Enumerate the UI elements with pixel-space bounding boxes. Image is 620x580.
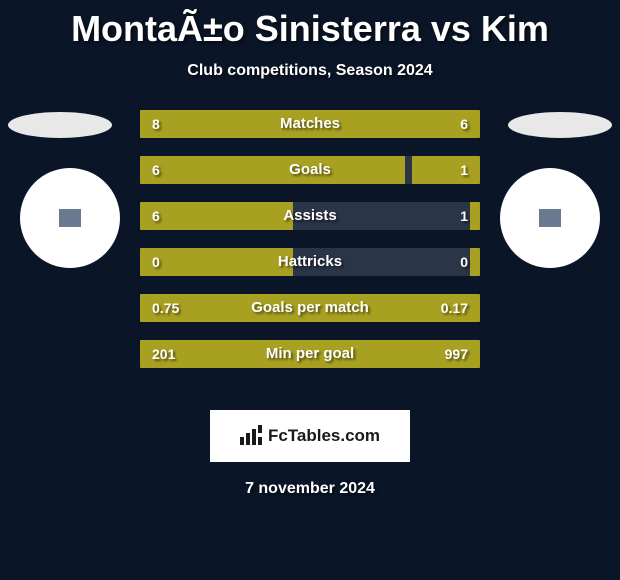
stat-value-right: 6: [460, 110, 468, 138]
stat-label: Assists: [140, 202, 480, 230]
bars-icon: [240, 427, 262, 445]
stat-row: 6Goals1: [140, 156, 480, 184]
jersey-icon: [539, 209, 561, 227]
page-title: MontaÃ±o Sinisterra vs Kim: [0, 0, 620, 50]
stat-row: 0.75Goals per match0.17: [140, 294, 480, 322]
stat-label: Hattricks: [140, 248, 480, 276]
stat-value-right: 0.17: [441, 294, 468, 322]
stat-row: 0Hattricks0: [140, 248, 480, 276]
stat-row: 6Assists1: [140, 202, 480, 230]
stat-value-right: 1: [460, 202, 468, 230]
player-avatar-right: [500, 168, 600, 268]
brand-badge[interactable]: FcTables.com: [210, 410, 410, 462]
stat-row: 8Matches6: [140, 110, 480, 138]
player-shadow-right: [508, 112, 612, 138]
player-avatar-left: [20, 168, 120, 268]
date-label: 7 november 2024: [0, 480, 620, 498]
stat-bars: 8Matches66Goals16Assists10Hattricks00.75…: [140, 110, 480, 368]
stat-label: Min per goal: [140, 340, 480, 368]
page-subtitle: Club competitions, Season 2024: [0, 62, 620, 80]
stat-label: Matches: [140, 110, 480, 138]
stat-value-right: 997: [445, 340, 468, 368]
comparison-arena: 8Matches66Goals16Assists10Hattricks00.75…: [0, 110, 620, 410]
stat-value-right: 1: [460, 156, 468, 184]
brand-text: FcTables.com: [268, 426, 380, 446]
stat-label: Goals per match: [140, 294, 480, 322]
stat-label: Goals: [140, 156, 480, 184]
jersey-icon: [59, 209, 81, 227]
stat-value-right: 0: [460, 248, 468, 276]
player-shadow-left: [8, 112, 112, 138]
stat-row: 201Min per goal997: [140, 340, 480, 368]
